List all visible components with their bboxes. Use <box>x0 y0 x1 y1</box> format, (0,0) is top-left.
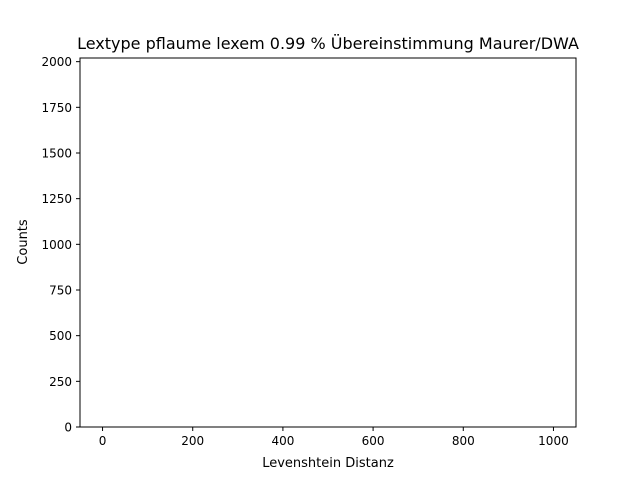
y-tick-label: 250 <box>49 375 72 389</box>
y-tick-label: 750 <box>49 283 72 297</box>
y-tick-label: 2000 <box>41 55 72 69</box>
x-tick-label: 0 <box>99 434 107 448</box>
y-tick-label: 1500 <box>41 146 72 160</box>
x-tick-label: 400 <box>271 434 294 448</box>
y-tick-label: 0 <box>64 421 72 435</box>
y-tick-label: 1250 <box>41 192 72 206</box>
x-axis-label: Levenshtein Distanz <box>262 456 394 471</box>
y-axis-ticks: 0 250 500 750 1000 1250 1500 1750 2000 <box>41 55 80 435</box>
y-tick-label: 500 <box>49 329 72 343</box>
y-axis-label: Counts <box>16 219 31 265</box>
x-axis-ticks: 0 200 400 600 800 1000 <box>99 427 569 448</box>
y-tick-label: 1000 <box>41 238 72 252</box>
x-tick-label: 1000 <box>538 434 569 448</box>
x-tick-label: 800 <box>452 434 475 448</box>
y-tick-label: 1750 <box>41 101 72 115</box>
x-tick-label: 600 <box>362 434 385 448</box>
plot-area-frame <box>79 57 577 428</box>
x-tick-label: 200 <box>181 434 204 448</box>
chart-title: Lextype pflaume lexem 0.99 % Übereinstim… <box>77 34 579 53</box>
